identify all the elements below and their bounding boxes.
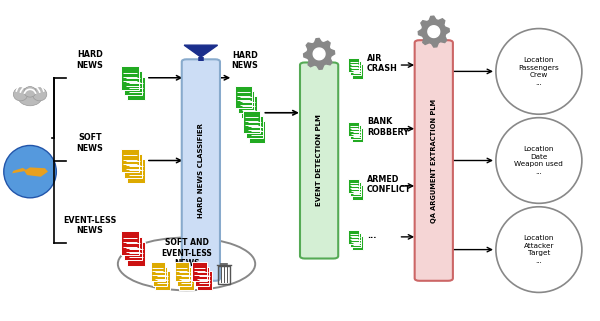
FancyBboxPatch shape <box>350 233 361 247</box>
Text: BANK
ROBBERY: BANK ROBBERY <box>367 117 409 137</box>
Ellipse shape <box>4 145 56 198</box>
FancyBboxPatch shape <box>238 91 254 113</box>
Polygon shape <box>184 45 218 57</box>
FancyBboxPatch shape <box>127 242 145 266</box>
Ellipse shape <box>496 118 582 203</box>
FancyBboxPatch shape <box>415 40 453 281</box>
Text: HARD NEWS CLASSIFIER: HARD NEWS CLASSIFIER <box>198 123 204 218</box>
FancyBboxPatch shape <box>127 159 145 183</box>
FancyBboxPatch shape <box>177 267 191 286</box>
FancyBboxPatch shape <box>352 128 363 142</box>
Text: Location
Date
Weapon used
...: Location Date Weapon used ... <box>514 146 563 175</box>
Text: SOFT AND
EVENT-LESS
NEWS: SOFT AND EVENT-LESS NEWS <box>161 239 212 268</box>
Polygon shape <box>304 39 335 69</box>
Text: ...: ... <box>367 231 376 240</box>
FancyBboxPatch shape <box>350 125 361 139</box>
Ellipse shape <box>24 86 36 97</box>
FancyBboxPatch shape <box>244 111 260 133</box>
FancyBboxPatch shape <box>241 96 257 118</box>
FancyBboxPatch shape <box>195 267 209 286</box>
Ellipse shape <box>13 88 28 101</box>
Polygon shape <box>428 26 440 38</box>
FancyBboxPatch shape <box>124 71 142 95</box>
Text: AIR
CRASH: AIR CRASH <box>367 54 398 73</box>
Text: ARMED
CONFLICT: ARMED CONFLICT <box>367 175 411 194</box>
Polygon shape <box>12 168 27 173</box>
FancyBboxPatch shape <box>352 64 363 79</box>
Ellipse shape <box>118 238 255 290</box>
FancyBboxPatch shape <box>352 185 363 200</box>
FancyBboxPatch shape <box>350 61 361 75</box>
FancyBboxPatch shape <box>246 116 263 138</box>
FancyBboxPatch shape <box>182 59 220 281</box>
FancyBboxPatch shape <box>349 58 359 72</box>
Polygon shape <box>313 48 325 60</box>
Text: EVENT-LESS
NEWS: EVENT-LESS NEWS <box>63 216 116 235</box>
FancyBboxPatch shape <box>249 121 265 143</box>
Ellipse shape <box>32 88 47 101</box>
FancyBboxPatch shape <box>121 149 139 172</box>
FancyBboxPatch shape <box>197 271 212 290</box>
Polygon shape <box>24 167 48 177</box>
FancyBboxPatch shape <box>151 262 165 281</box>
Text: Location
Passengers
Crew
...: Location Passengers Crew ... <box>518 57 559 86</box>
Ellipse shape <box>18 88 42 106</box>
Text: HARD
NEWS: HARD NEWS <box>76 50 103 70</box>
Text: EVENT DETECTION PLM: EVENT DETECTION PLM <box>316 115 322 206</box>
FancyBboxPatch shape <box>124 154 142 178</box>
FancyBboxPatch shape <box>175 262 189 281</box>
FancyBboxPatch shape <box>121 231 139 255</box>
FancyBboxPatch shape <box>349 122 359 136</box>
FancyBboxPatch shape <box>179 271 194 290</box>
FancyBboxPatch shape <box>349 230 359 244</box>
FancyBboxPatch shape <box>155 271 170 290</box>
FancyBboxPatch shape <box>121 66 139 90</box>
FancyBboxPatch shape <box>350 182 361 196</box>
FancyBboxPatch shape <box>127 77 145 100</box>
FancyBboxPatch shape <box>193 262 207 281</box>
Ellipse shape <box>496 29 582 114</box>
Text: Location
Attacker
Target
...: Location Attacker Target ... <box>524 235 554 264</box>
FancyBboxPatch shape <box>124 237 142 260</box>
FancyBboxPatch shape <box>153 267 167 286</box>
FancyBboxPatch shape <box>352 236 363 250</box>
Text: QA ARGUMENT EXTRACTION PLM: QA ARGUMENT EXTRACTION PLM <box>431 99 437 222</box>
Ellipse shape <box>496 207 582 292</box>
FancyBboxPatch shape <box>235 86 251 108</box>
Text: SOFT
NEWS: SOFT NEWS <box>76 133 103 152</box>
FancyBboxPatch shape <box>300 63 338 258</box>
Text: HARD
NEWS: HARD NEWS <box>232 51 259 70</box>
Polygon shape <box>418 16 449 47</box>
FancyBboxPatch shape <box>349 179 359 193</box>
